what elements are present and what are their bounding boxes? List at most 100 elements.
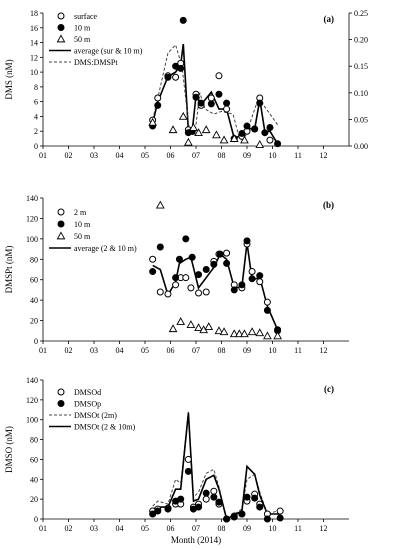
y-tick-label: 12 (30, 53, 38, 62)
data-point (215, 498, 223, 506)
series-markers-1 (149, 455, 284, 523)
legend-label: DMSOd (74, 388, 101, 397)
data-point (223, 99, 231, 107)
data-point (172, 274, 180, 282)
data-point (243, 493, 251, 501)
data-point (184, 467, 192, 475)
y-tick-label: 20 (30, 495, 38, 504)
x-tick-label: 04 (116, 151, 124, 160)
y2-tick-label: 0.00 (354, 142, 368, 151)
data-point (189, 123, 198, 131)
y-axis-label: DMSPt (nM) (4, 246, 14, 294)
x-tick-label: 02 (65, 151, 73, 160)
legend-label: DMS:DMSPt (74, 58, 118, 67)
legend-label: average (sur & 10 m) (74, 47, 143, 56)
x-tick-label: 02 (65, 346, 73, 355)
y-tick-label: 18 (30, 9, 38, 18)
data-point (276, 507, 284, 515)
series-markers-2 (149, 16, 282, 148)
data-point (168, 324, 178, 333)
series-markers-3 (155, 200, 282, 340)
data-point (195, 289, 203, 297)
data-point (238, 281, 246, 289)
data-point (207, 100, 215, 108)
x-tick-label: 02 (65, 524, 73, 533)
y-tick-label: 8 (34, 83, 38, 92)
data-point (164, 290, 172, 298)
y-tick-label: 0 (34, 337, 38, 346)
panel-label: (c) (324, 384, 334, 394)
data-point (202, 288, 210, 296)
legend-swatch (57, 24, 65, 31)
data-point (156, 243, 164, 251)
data-point (183, 137, 193, 146)
x-tick-label: 05 (141, 151, 149, 160)
x-tick-label: 05 (141, 524, 149, 533)
data-point (212, 130, 221, 139)
data-point (179, 16, 187, 24)
y2-tick-label: 0.20 (354, 36, 368, 45)
y-tick-label: 16 (30, 24, 38, 33)
legend-swatch (56, 34, 66, 43)
data-point (273, 331, 282, 340)
data-point (186, 320, 196, 328)
data-point (261, 129, 269, 137)
data-point (202, 266, 210, 273)
y-tick-label: 60 (30, 276, 38, 285)
data-point (229, 329, 239, 338)
legend-label: 10 m (74, 24, 91, 33)
data-point (223, 105, 231, 113)
data-point (210, 493, 218, 501)
x-tick-label: 09 (243, 346, 251, 355)
data-point (184, 455, 192, 463)
legend-swatch (57, 388, 65, 396)
data-point (274, 140, 282, 148)
x-tick-label: 05 (141, 346, 149, 355)
data-point (266, 124, 274, 132)
data-point (230, 286, 238, 294)
x-tick-label: 12 (320, 151, 328, 160)
legend-label: 50 m (74, 232, 91, 241)
chart-panel-2: 0 20 40 60 80 100 120 140 01 02 03 04 05 06 07 08 09 10 11… (4, 194, 349, 355)
legend-swatch (57, 208, 65, 216)
data-point (202, 495, 210, 503)
data-point (155, 200, 165, 209)
data-point (154, 94, 162, 102)
data-point (149, 510, 157, 518)
x-tick-label: 08 (218, 346, 226, 355)
legend-label: DMSOt (2m) (74, 411, 117, 420)
series-markers-2 (149, 467, 284, 523)
y-tick-label: 14 (30, 39, 38, 48)
data-point (201, 125, 211, 134)
y-tick-label: 60 (30, 455, 38, 464)
data-point (263, 306, 271, 314)
legend-label: DMSOt (2 & 10m) (74, 423, 135, 432)
legend-label: 2 m (74, 208, 87, 217)
x-tick-label: 11 (294, 151, 302, 160)
y2-tick-label: 0.25 (354, 9, 368, 18)
legend: surface 10 m 50 m average (sur & 10 m) DMS:D… (49, 12, 143, 67)
y-tick-label: 20 (30, 317, 38, 326)
data-point (214, 326, 224, 335)
y2-tick-label: 0.05 (354, 115, 368, 124)
x-tick-label: 12 (320, 524, 328, 533)
data-point (238, 510, 246, 518)
data-point (164, 73, 172, 81)
data-point (247, 327, 257, 336)
series-markers-2 (149, 235, 282, 334)
data-point (263, 515, 271, 523)
data-point (276, 514, 284, 522)
series-line-4 (152, 412, 281, 521)
data-point (175, 255, 183, 263)
series-line-4 (151, 43, 279, 145)
data-point (182, 274, 190, 282)
data-point (156, 288, 164, 296)
data-point (192, 93, 200, 101)
data-point (251, 125, 259, 133)
x-tick-label: 06 (167, 346, 175, 355)
data-point (223, 259, 231, 267)
data-point (154, 101, 162, 109)
data-point (204, 322, 214, 331)
y2-tick-label: 0.15 (354, 62, 368, 71)
